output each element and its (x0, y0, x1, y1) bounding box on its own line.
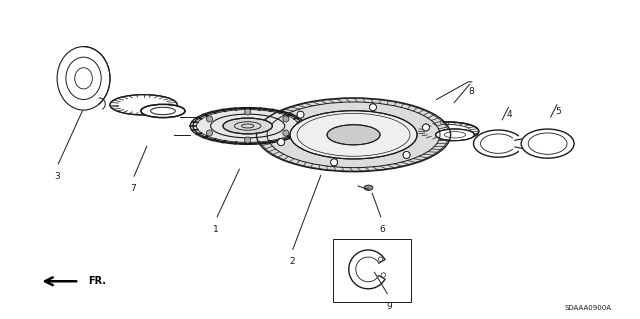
Text: 7: 7 (130, 184, 136, 193)
Ellipse shape (206, 116, 212, 122)
Ellipse shape (364, 185, 373, 190)
Ellipse shape (331, 159, 338, 166)
Text: 2: 2 (289, 257, 294, 266)
Text: 3: 3 (54, 172, 60, 181)
Ellipse shape (244, 137, 251, 143)
Ellipse shape (244, 109, 251, 115)
Ellipse shape (327, 125, 380, 145)
Ellipse shape (141, 104, 185, 118)
Ellipse shape (110, 95, 177, 115)
Ellipse shape (223, 118, 273, 134)
Ellipse shape (278, 139, 285, 146)
Text: 1: 1 (213, 225, 219, 234)
Ellipse shape (283, 130, 289, 136)
Text: 5: 5 (556, 108, 561, 116)
Ellipse shape (369, 104, 376, 111)
Text: 6: 6 (379, 225, 385, 234)
Ellipse shape (297, 111, 304, 118)
Ellipse shape (378, 257, 383, 261)
Ellipse shape (206, 130, 212, 136)
Text: 4: 4 (507, 110, 513, 119)
Ellipse shape (290, 111, 417, 159)
Ellipse shape (436, 129, 474, 141)
Text: 8: 8 (469, 87, 475, 96)
Text: FR.: FR. (88, 276, 106, 286)
Ellipse shape (193, 108, 302, 144)
Ellipse shape (259, 99, 449, 171)
Text: 9: 9 (386, 301, 392, 310)
Ellipse shape (381, 273, 385, 277)
Ellipse shape (403, 152, 410, 159)
Ellipse shape (417, 122, 479, 141)
Ellipse shape (283, 116, 289, 122)
Text: SDAAA0900A: SDAAA0900A (564, 305, 611, 311)
Ellipse shape (422, 124, 429, 131)
